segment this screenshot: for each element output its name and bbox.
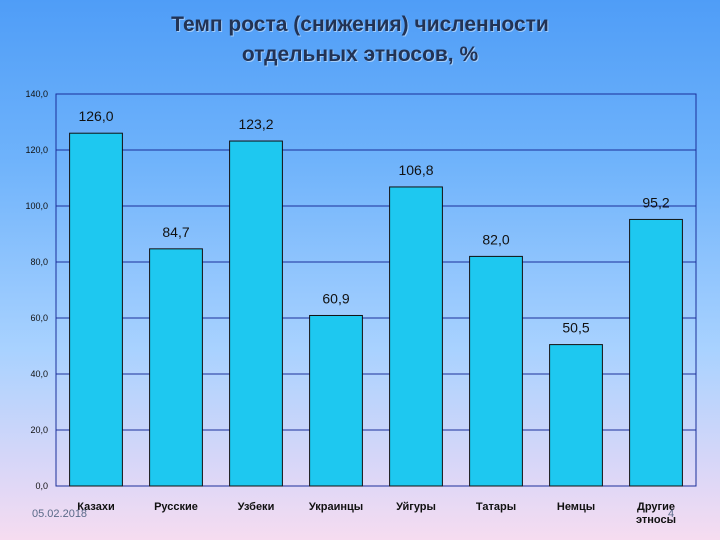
bar (389, 186, 443, 487)
data-label: 106,8 (398, 162, 433, 178)
slide-title: Темп роста (снижения) численности отдель… (0, 10, 720, 70)
slide-title-line-1: Темп роста (снижения) численности (171, 13, 549, 36)
x-tick-label: Украинцы (309, 501, 363, 513)
y-tick-label: 40,0 (30, 369, 48, 379)
x-tick-label: Казахи (77, 501, 114, 513)
x-tick-label: Уйгуры (396, 501, 436, 513)
bar (229, 140, 283, 487)
data-label: 82,0 (482, 231, 509, 247)
bar (469, 255, 523, 487)
y-axis-tick-labels: 0,0 20,0 40,0 60,0 80,0 100,0 120,0 140,0 (25, 89, 48, 491)
page-number: 4 (668, 508, 675, 520)
bar (309, 314, 363, 487)
y-tick-label: 140,0 (25, 89, 48, 99)
x-tick-label: Узбеки (238, 501, 275, 513)
bars (69, 132, 683, 487)
x-axis-tick-labels: Казахи Русские Узбеки Украинцы Уйгуры Татары Н… (77, 501, 676, 526)
x-tick-label: Русские (154, 501, 198, 513)
y-tick-label: 60,0 (30, 313, 48, 323)
bar (629, 218, 683, 487)
data-label: 126,0 (78, 108, 113, 124)
data-label: 50,5 (562, 320, 589, 336)
data-label: 123,2 (238, 116, 273, 132)
bar (149, 248, 203, 487)
data-label: 84,7 (162, 224, 189, 240)
data-labels: 126,0 84,7 123,2 60,9 106,8 82,0 50,5 95,2 (78, 108, 669, 335)
data-label: 60,9 (322, 290, 349, 306)
x-tick-label: Немцы (557, 501, 595, 513)
bar (549, 344, 603, 487)
y-tick-label: 120,0 (25, 145, 48, 155)
y-tick-label: 100,0 (25, 201, 48, 211)
y-tick-label: 80,0 (30, 257, 48, 267)
footer-date: 05.02.2018 (32, 508, 88, 520)
x-tick-label: Другие этносы (636, 501, 676, 526)
x-tick-label: Татары (476, 501, 516, 513)
y-tick-label: 0,0 (35, 481, 48, 491)
slide-title-line-2: отдельных этносов, % (241, 43, 479, 66)
bar (69, 132, 123, 487)
y-tick-label: 20,0 (30, 425, 48, 435)
data-label: 95,2 (642, 194, 669, 210)
